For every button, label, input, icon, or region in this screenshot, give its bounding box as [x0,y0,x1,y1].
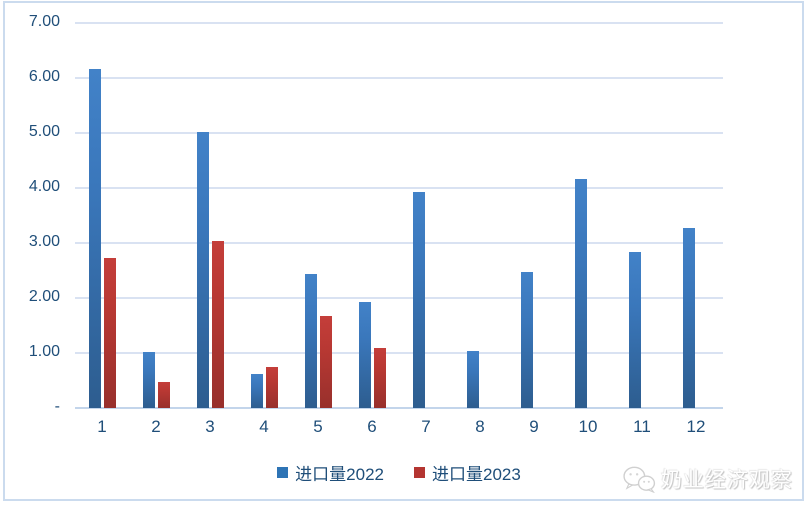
x-tick-label: 5 [313,417,323,436]
watermark: 奶业经济观察 [622,464,793,494]
x-axis-line [75,407,723,409]
legend-item-进口量2022: 进口量2022 [277,460,384,485]
legend-swatch [277,467,289,478]
bar-进口量2022-month-5 [304,274,317,408]
legend-label: 进口量2023 [432,465,521,484]
gridline [75,77,723,79]
bar-进口量2023-month-1 [103,257,116,408]
watermark-text: 奶业经济观察 [661,469,793,492]
x-tick-label: 9 [529,417,539,436]
bar-进口量2023-month-4 [265,367,278,408]
wechat-icon [622,465,656,493]
y-tick-label: 2.00 [28,288,60,305]
legend-swatch [414,467,425,478]
y-tick-label: 5.00 [28,123,60,140]
bar-进口量2022-month-4 [250,374,263,408]
y-tick-label: 7.00 [28,13,60,30]
gridline [75,22,723,24]
gridline [75,352,723,354]
x-tick-label: 3 [205,417,215,436]
bar-进口量2022-month-2 [142,351,155,408]
x-tick-label: 10 [578,417,598,436]
x-tick-label: 12 [686,417,706,436]
x-tick-label: 1 [97,417,107,436]
x-tick-label: 4 [259,417,269,436]
bar-进口量2022-month-12 [682,227,695,408]
gridline [75,132,723,134]
y-tick-label: 4.00 [28,178,60,195]
x-tick-label: 2 [151,417,161,436]
bar-进口量2022-month-10 [574,178,587,408]
bar-进口量2022-month-3 [196,132,209,408]
bar-进口量2023-month-6 [373,347,386,408]
y-tick-label: 6.00 [28,68,60,85]
legend-label: 进口量2022 [295,465,384,484]
bar-进口量2022-month-1 [88,68,101,408]
x-tick-label: 6 [367,417,377,436]
bar-进口量2023-month-2 [157,382,170,408]
bar-进口量2023-month-5 [319,315,332,408]
x-tick-label: 7 [421,417,431,436]
y-tick-label: 3.00 [28,233,60,250]
plot-area [75,22,723,409]
legend-item-进口量2023: 进口量2023 [414,460,521,485]
x-tick-label: 8 [475,417,485,436]
bar-进口量2022-month-11 [628,251,641,408]
bar-进口量2022-month-6 [358,302,371,408]
y-tick-label: - [54,398,60,415]
bar-进口量2022-month-7 [412,191,425,408]
bar-进口量2023-month-3 [211,241,224,408]
gridline [75,187,723,189]
legend: 进口量2022 进口量2023 [75,460,723,485]
y-tick-label: 1.00 [28,343,60,360]
gridline [75,297,723,299]
bar-进口量2022-month-9 [520,272,533,408]
gridline [75,242,723,244]
bar-进口量2022-month-8 [466,351,479,408]
x-tick-label: 11 [633,417,651,436]
